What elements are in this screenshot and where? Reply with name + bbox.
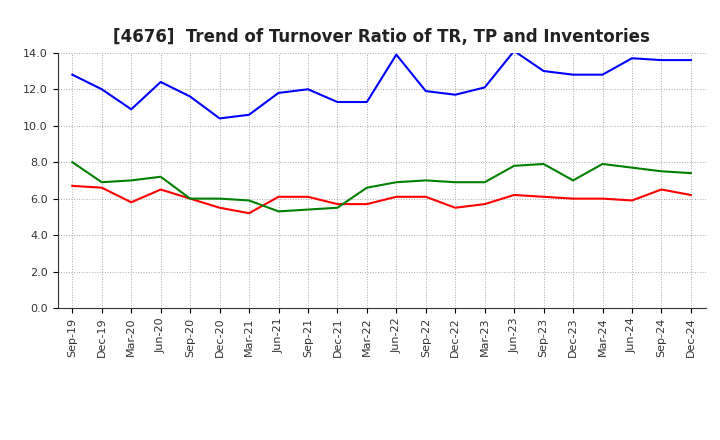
Title: [4676]  Trend of Turnover Ratio of TR, TP and Inventories: [4676] Trend of Turnover Ratio of TR, TP…: [113, 28, 650, 46]
